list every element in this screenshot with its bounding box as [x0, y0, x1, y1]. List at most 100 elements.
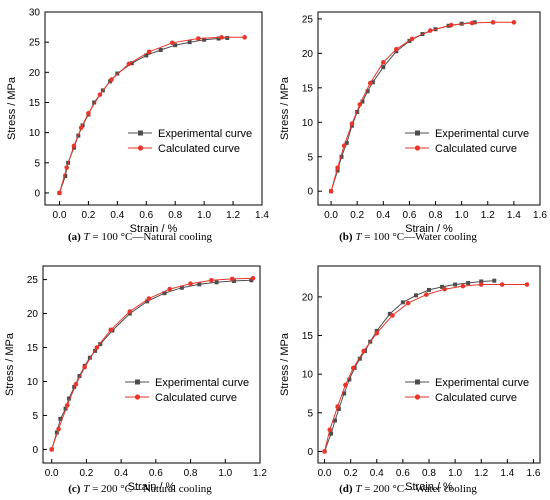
chart-panel-b: 0.0 0.2 0.4 0.6 0.8 1.0 1.2 1.4 1.6 0 5 10 15 20 25 Str…	[279, 11, 547, 243]
data-point	[492, 278, 497, 283]
data-point	[460, 283, 466, 289]
x-tick-label: 0.0	[318, 468, 332, 479]
x-tick-label: 0.4	[376, 210, 390, 221]
x-tick-label: 1.2	[474, 468, 488, 479]
data-point	[73, 381, 79, 387]
x-tick-label: 0.2	[81, 210, 95, 221]
data-point	[67, 396, 72, 401]
series-line	[51, 279, 252, 450]
y-tick-label: 25	[27, 275, 39, 286]
data-point	[409, 36, 415, 42]
y-tick-label: 15	[302, 331, 314, 342]
x-tick-label: 0.2	[350, 210, 364, 221]
plot-frame	[44, 11, 263, 206]
y-tick-label: 5	[307, 408, 313, 419]
legend-label: Experimental curve	[435, 377, 529, 389]
series-experimental	[57, 35, 230, 195]
data-point	[64, 165, 69, 170]
legend-marker	[414, 394, 421, 400]
data-point	[56, 426, 61, 432]
x-tick-label: 0.0	[324, 210, 338, 221]
x-tick-label: 1.0	[455, 210, 469, 221]
x-tick-label: 0.6	[139, 210, 153, 221]
data-point	[145, 299, 150, 304]
chart-panel-a: 0.0 0.2 0.4 0.6 0.8 1.0 1.2 1.4 0 5 10 15 20 25 30 Stra…	[6, 8, 269, 244]
data-point	[250, 275, 256, 281]
data-point	[216, 36, 221, 41]
x-tick-label: 0.0	[53, 210, 67, 221]
legend-marker	[135, 379, 140, 385]
data-point	[442, 286, 447, 292]
y-tick-label: 10	[27, 377, 39, 388]
data-point	[196, 36, 201, 41]
data-point	[380, 60, 386, 65]
legend-marker	[138, 130, 143, 136]
x-tick-label: 0.6	[396, 468, 410, 479]
x-tick-label: 1.0	[448, 468, 462, 479]
data-point	[511, 20, 517, 25]
data-point	[167, 286, 173, 292]
legend-label: Calculated curve	[158, 143, 240, 155]
panel-caption: (d) T = 200 °C—Water cooling	[339, 483, 477, 495]
data-point	[405, 300, 411, 306]
data-point	[57, 190, 62, 196]
data-point	[390, 313, 395, 318]
y-tick-label: 25	[302, 14, 314, 25]
chart-panel-d: 0.0 0.2 0.4 0.6 0.8 1.0 1.2 1.4 1.6 0 5 10 15 20 Strai…	[279, 265, 541, 495]
data-point	[413, 293, 418, 298]
data-point	[339, 154, 344, 159]
x-axis-label: Strain / %	[405, 481, 453, 493]
caption-letter: (d)	[339, 483, 355, 495]
data-point	[115, 71, 120, 76]
y-axis-label: Stress / MPa	[6, 76, 18, 140]
data-point	[63, 174, 68, 179]
data-point	[78, 125, 84, 131]
data-point	[92, 100, 97, 105]
data-point	[357, 356, 362, 361]
x-tick-label: 0.0	[45, 468, 59, 479]
data-point	[478, 282, 484, 287]
x-tick-label: 0.4	[370, 468, 384, 479]
caption-letter: (c)	[68, 483, 83, 495]
series-line	[59, 37, 228, 194]
x-tick-label: 0.8	[422, 468, 436, 479]
series-line	[330, 21, 514, 192]
x-tick-label: 1.4	[500, 468, 514, 479]
data-point	[448, 22, 454, 28]
caption-variable: T	[355, 231, 362, 243]
data-point	[347, 377, 352, 382]
data-point	[87, 355, 92, 360]
y-tick-label: 5	[34, 158, 40, 169]
y-tick-label: 5	[32, 411, 38, 422]
caption-variable: T	[84, 231, 91, 243]
x-tick-label: 1.4	[255, 210, 269, 221]
data-point	[350, 365, 356, 371]
x-tick-label: 1.0	[197, 210, 211, 221]
plot-frame	[42, 265, 261, 464]
data-point	[144, 53, 149, 58]
y-tick-label: 5	[307, 152, 313, 163]
data-point	[162, 291, 167, 296]
panel-caption: (c) T = 200 °C—Natural cooling	[68, 483, 212, 495]
series-calculated	[328, 20, 517, 194]
legend-label: Experimental curve	[155, 377, 249, 389]
caption-text: = 100 °C—Natural cooling	[90, 231, 213, 243]
data-point	[209, 277, 214, 283]
x-tick-label: 1.0	[218, 468, 232, 479]
data-point	[71, 143, 77, 149]
series-line	[330, 21, 475, 192]
data-point	[466, 280, 471, 285]
data-point	[394, 46, 399, 52]
y-tick-label: 10	[302, 370, 314, 381]
data-point	[427, 287, 431, 292]
legend-marker	[414, 145, 421, 151]
caption-text: = 100 °C—Water cooling	[361, 231, 477, 243]
data-point	[499, 282, 505, 287]
data-point	[94, 345, 100, 350]
data-point	[328, 188, 334, 194]
data-point	[336, 406, 341, 411]
legend-label: Calculated curve	[155, 392, 237, 404]
data-point	[490, 20, 496, 25]
legend-label: Experimental curve	[435, 128, 529, 140]
data-point	[158, 47, 163, 52]
